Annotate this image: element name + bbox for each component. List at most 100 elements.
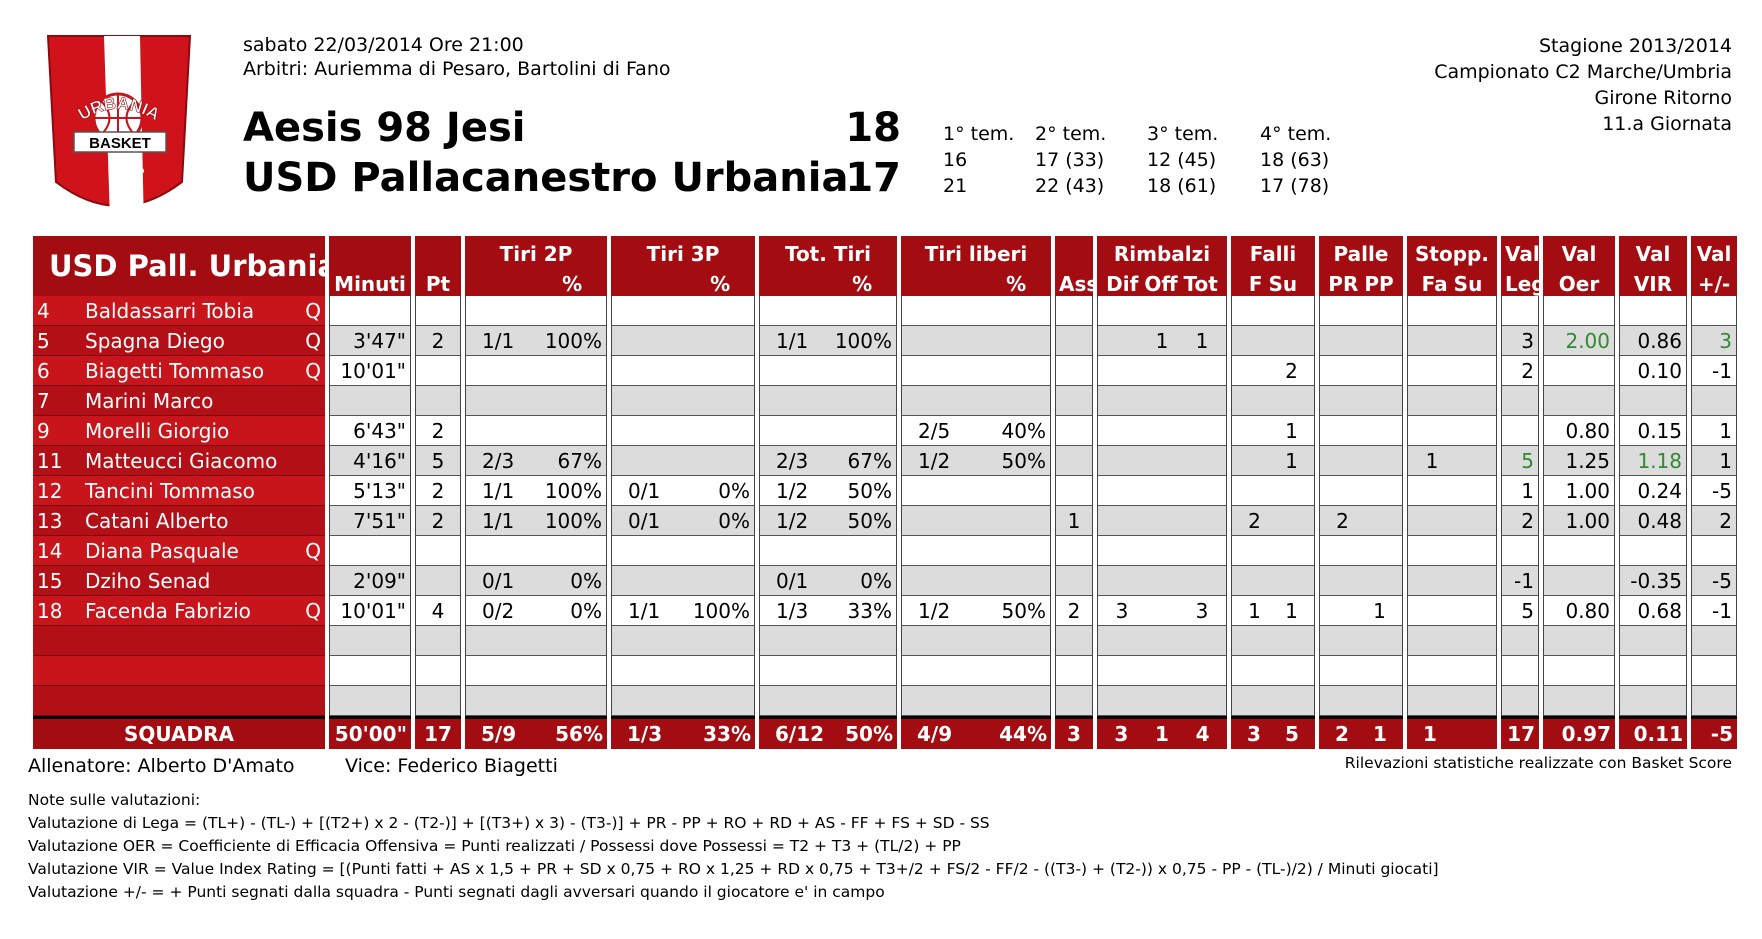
player-palle: [1319, 446, 1403, 476]
quarter-3-away: 18 (61): [1147, 175, 1217, 197]
player-falli: 1: [1231, 416, 1315, 446]
totals-pm: -5: [1691, 716, 1737, 749]
quarter-3-label: 3° tem.: [1147, 123, 1219, 145]
player-name-cell: 5 Spagna Diego Q: [33, 326, 325, 356]
player-tl: [901, 356, 1051, 386]
note-plus-minus: Valutazione +/- = + Punti segnati dalla …: [28, 883, 885, 901]
header-rimbalzi-sub: Dif Off Tot: [1097, 266, 1227, 296]
player-name: Catani Alberto: [85, 508, 229, 533]
player-stoppate: [1407, 356, 1497, 386]
player-name-cell: 14 Diana Pasquale Q: [33, 536, 325, 566]
player-points: [415, 356, 461, 386]
player-tl: [901, 326, 1051, 356]
player-2p: 2/3 67%: [465, 446, 607, 476]
player-points: [415, 566, 461, 596]
player-3p: [611, 446, 755, 476]
player-val-leg: [1501, 536, 1539, 566]
totals-3p: 1/3 33%: [611, 716, 755, 749]
player-tot: 0/1 0%: [759, 566, 897, 596]
player-tot: 1/2 50%: [759, 506, 897, 536]
player-val-vir: [1619, 536, 1687, 566]
player-3p: [611, 566, 755, 596]
player-points: 5: [415, 446, 461, 476]
player-val-oer: [1543, 656, 1615, 686]
totals-points: 17: [415, 716, 461, 749]
totals-tl: 4/9 44%: [901, 716, 1051, 749]
player-val-leg: -1: [1501, 566, 1539, 596]
player-tl: [901, 536, 1051, 566]
header-palle-sub: PR PP: [1319, 266, 1403, 296]
player-number: 14: [37, 538, 63, 563]
player-falli: [1231, 656, 1315, 686]
player-ass: [1055, 296, 1093, 326]
table-row: [33, 686, 1737, 716]
player-stoppate: [1407, 386, 1497, 416]
player-3p: [611, 326, 755, 356]
player-stoppate: [1407, 536, 1497, 566]
header-val-vir: Val: [1619, 236, 1687, 266]
player-stoppate: [1407, 326, 1497, 356]
table-row: 5 Spagna Diego Q 3'47" 2 1/1 100% 1/1 100% 1 1 3 2.0…: [33, 326, 1737, 356]
player-palle: 1: [1319, 596, 1403, 626]
player-rimbalzi: [1097, 386, 1227, 416]
player-falli: [1231, 386, 1315, 416]
player-falli: 1: [1231, 446, 1315, 476]
totals-ass: 3: [1055, 716, 1093, 749]
player-2p: [465, 296, 607, 326]
player-val-vir: [1619, 656, 1687, 686]
player-name-cell: [33, 626, 325, 656]
note-lega: Valutazione di Lega = (TL+) - (TL-) + [(…: [28, 814, 990, 832]
player-tot: [759, 356, 897, 386]
player-palle: [1319, 686, 1403, 716]
totals-label: SQUADRA: [33, 716, 325, 749]
header-tiri3p-pct: %: [611, 266, 755, 296]
player-val-oer: [1543, 686, 1615, 716]
table-row: [33, 626, 1737, 656]
player-palle: [1319, 296, 1403, 326]
player-stoppate: [1407, 656, 1497, 686]
header-tiri3p: Tiri 3P: [611, 236, 755, 266]
quarter-2-away: 22 (43): [1035, 175, 1105, 197]
player-rimbalzi: [1097, 416, 1227, 446]
player-number: 6: [37, 358, 50, 383]
away-team-score: 17: [845, 155, 901, 201]
player-minutes: 3'47": [329, 326, 411, 356]
player-ass: 2: [1055, 596, 1093, 626]
player-2p: [465, 386, 607, 416]
round-group: Girone Ritorno: [1594, 87, 1733, 109]
player-tl: 1/2 50%: [901, 446, 1051, 476]
player-val-leg: 3: [1501, 326, 1539, 356]
header-stoppate: Stopp.: [1407, 236, 1497, 266]
player-q-flag: Q: [305, 328, 321, 353]
player-name: Matteucci Giacomo: [85, 448, 278, 473]
quarter-3-home: 12 (45): [1147, 149, 1217, 171]
player-palle: [1319, 326, 1403, 356]
player-tot: 2/3 67%: [759, 446, 897, 476]
player-val-pm: 3: [1691, 326, 1737, 356]
player-ass: [1055, 416, 1093, 446]
table-row: 7 Marini Marco: [33, 386, 1737, 416]
table-row: 9 Morelli Giorgio 6'43" 2 2/5 40% 1 0.80 0.15 1: [33, 416, 1737, 446]
player-val-vir: 1.18: [1619, 446, 1687, 476]
header-oer: Oer: [1543, 266, 1615, 296]
player-val-pm: -1: [1691, 356, 1737, 386]
player-val-pm: [1691, 536, 1737, 566]
player-tl: [901, 656, 1051, 686]
player-ass: [1055, 476, 1093, 506]
table-row: 14 Diana Pasquale Q: [33, 536, 1737, 566]
table-row: 13 Catani Alberto 7'51" 2 1/1 100% 0/1 0% 1/2 50%…: [33, 506, 1737, 536]
player-tot: [759, 626, 897, 656]
player-val-oer: [1543, 536, 1615, 566]
player-2p: [465, 536, 607, 566]
player-tl: [901, 626, 1051, 656]
stats-credit: Rilevazioni statistiche realizzate con B…: [1344, 754, 1732, 772]
player-val-pm: [1691, 686, 1737, 716]
player-points: 4: [415, 596, 461, 626]
player-val-leg: [1501, 386, 1539, 416]
header-minuti: Minuti: [329, 266, 411, 296]
home-team-name: Aesis 98 Jesi: [243, 105, 526, 151]
player-val-leg: 2: [1501, 356, 1539, 386]
player-rimbalzi: [1097, 446, 1227, 476]
player-name: Dziho Senad: [85, 568, 211, 593]
